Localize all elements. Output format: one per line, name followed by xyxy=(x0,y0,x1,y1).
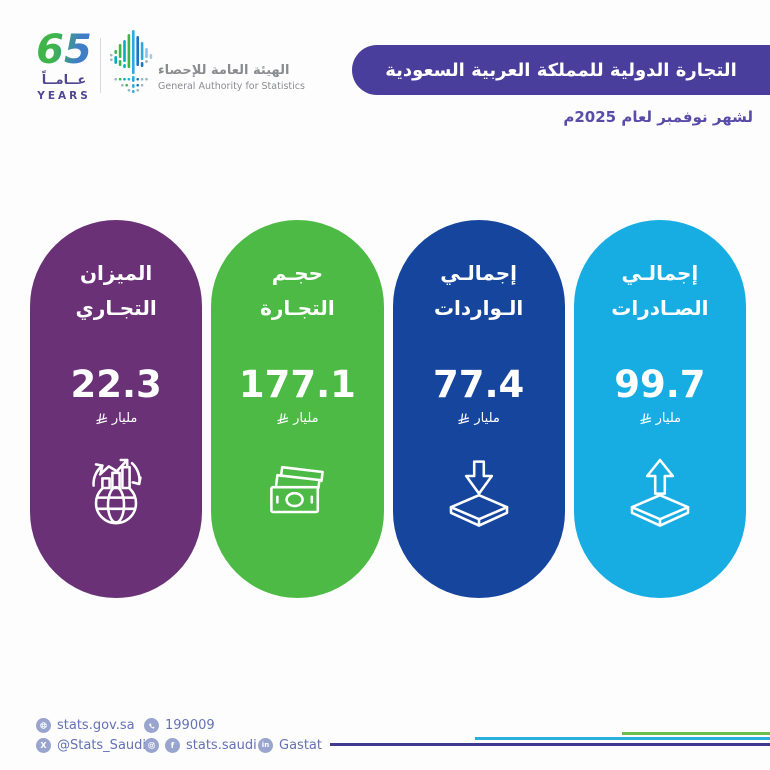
footer-contacts: stats.gov.sa 199009 X @Stats_Saudi f sta… xyxy=(36,718,322,753)
card-total-imports: إجمالـي الـواردات 77.4 مليار xyxy=(392,220,565,598)
phone-contact[interactable]: 199009 xyxy=(144,718,258,733)
linkedin-link[interactable]: in Gastat xyxy=(258,738,322,753)
years-number: 65 xyxy=(32,30,96,70)
card-value: 77.4 xyxy=(432,363,525,406)
card-title-line: التجـاري xyxy=(75,296,157,320)
card-title: إجمالـي الصـادرات xyxy=(611,256,708,326)
card-title: إجمالـي الـواردات xyxy=(434,256,523,326)
decorative-line-cyan xyxy=(475,737,770,740)
phone-text: 199009 xyxy=(165,718,215,733)
instagram-facebook-link[interactable]: f stats.saudi xyxy=(144,738,258,753)
riyal-symbol-icon xyxy=(96,412,108,424)
twitter-text: @Stats_Saudi xyxy=(57,738,147,753)
phone-icon xyxy=(144,718,159,733)
website-link[interactable]: stats.gov.sa xyxy=(36,718,144,733)
globe-icon xyxy=(36,718,51,733)
card-unit: مليار xyxy=(639,411,681,426)
card-title: حجـم التجـارة xyxy=(260,256,335,326)
card-title-line: التجـارة xyxy=(260,296,335,320)
card-unit: مليار xyxy=(457,411,500,426)
riyal-symbol-icon xyxy=(277,412,289,424)
65-years-logo: 65 عــامــاً YEARS xyxy=(32,30,96,102)
unit-label: مليار xyxy=(111,411,138,426)
linkedin-text: Gastat xyxy=(279,738,322,753)
unit-label: مليار xyxy=(293,411,319,426)
footer-spacer xyxy=(258,718,322,733)
card-trade-balance: الميزان التجـاري 22.3 مليار xyxy=(30,220,203,598)
export-box-icon xyxy=(620,452,700,532)
org-name-english: General Authority for Statistics xyxy=(158,81,305,92)
card-title-line: حجـم xyxy=(271,261,324,285)
page-title: التجارة الدولية للمملكة العربية السعودية xyxy=(385,59,737,81)
globe-growth-icon xyxy=(76,452,156,532)
logo-divider xyxy=(100,38,101,93)
card-total-exports: إجمالـي الصـادرات 99.7 مليار xyxy=(573,220,746,598)
unit-label: مليار xyxy=(474,411,500,426)
facebook-icon: f xyxy=(165,738,180,753)
website-text: stats.gov.sa xyxy=(57,718,135,733)
card-unit: مليار xyxy=(95,411,137,426)
kpi-cards-row: الميزان التجـاري 22.3 مليار xyxy=(30,220,746,598)
linkedin-icon: in xyxy=(258,738,273,753)
x-twitter-icon: X xyxy=(36,738,51,753)
card-title-line: الصـادرات xyxy=(611,296,709,320)
org-name-arabic: الهيئة العامة للإحصاء xyxy=(158,63,290,78)
card-title-line: إجمالـي xyxy=(621,261,699,285)
unit-label: مليار xyxy=(655,411,682,426)
card-title-line: الـواردات xyxy=(433,296,524,320)
riyal-symbol-icon xyxy=(640,412,651,424)
title-banner: التجارة الدولية للمملكة العربية السعودية xyxy=(352,45,770,95)
decorative-line-green xyxy=(622,732,770,735)
gastat-logo-names: الهيئة العامة للإحصاء General Authority … xyxy=(158,63,305,92)
social-text: stats.saudi xyxy=(186,738,257,753)
card-title: الميزان التجـاري xyxy=(76,256,157,326)
decorative-line-indigo xyxy=(330,742,770,746)
riyal-symbol-icon xyxy=(458,412,470,424)
years-word-english: YEARS xyxy=(37,90,91,102)
card-value: 177.1 xyxy=(238,363,356,406)
report-period-subtitle: لشهر نوفمبر لعام 2025م xyxy=(563,108,753,126)
card-value: 22.3 xyxy=(70,363,162,406)
instagram-icon xyxy=(144,738,159,753)
card-value: 99.7 xyxy=(614,363,706,406)
banknotes-icon xyxy=(257,452,337,532)
gastat-logo-mark-icon xyxy=(108,28,154,98)
years-word-arabic: عــامــاً xyxy=(41,73,87,88)
card-unit: مليار xyxy=(276,411,319,426)
twitter-link[interactable]: X @Stats_Saudi xyxy=(36,738,147,753)
card-trade-volume: حجـم التجـارة 177.1 مليار xyxy=(211,220,384,598)
card-title-line: إجمالـي xyxy=(440,261,517,285)
card-title-line: الميزان xyxy=(79,261,153,285)
import-box-icon xyxy=(439,452,519,532)
